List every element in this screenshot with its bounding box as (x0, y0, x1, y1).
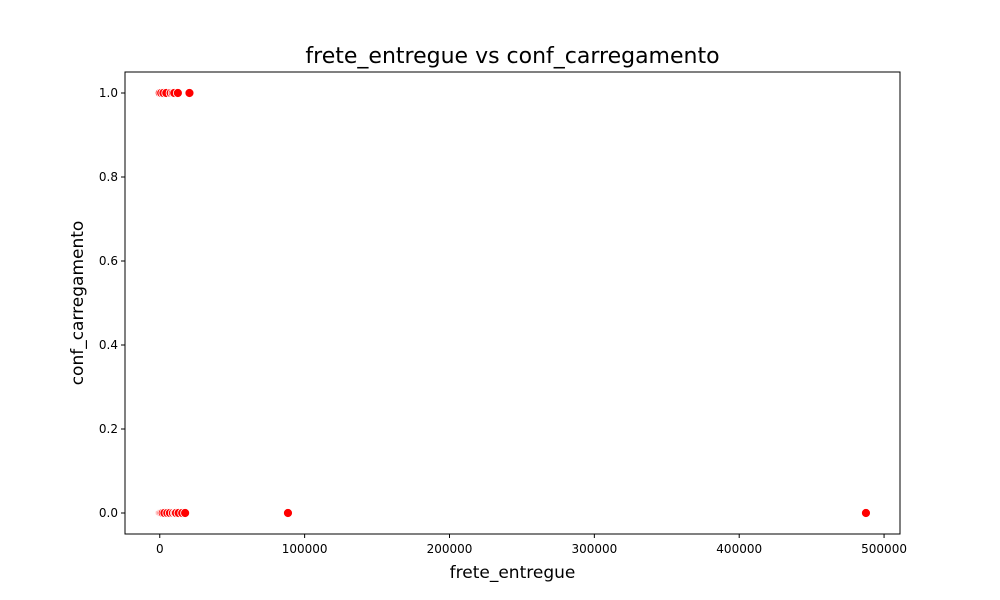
x-axis-label: frete_entregue (450, 563, 576, 583)
scatter-point (172, 88, 183, 98)
scatter-point (861, 508, 871, 518)
scatter-point (180, 508, 191, 518)
points-layer (154, 88, 871, 518)
y-tick-label: 0.8 (99, 170, 118, 184)
scatter-point (184, 88, 195, 98)
x-tick-label: 0 (156, 542, 164, 556)
scatter-point (283, 508, 293, 518)
x-axis: 0 100000 200000 300000 400000 500000 (156, 534, 907, 556)
y-axis-label: conf_carregamento (68, 221, 88, 386)
x-tick-label: 400000 (716, 542, 762, 556)
chart-title: frete_entregue vs conf_carregamento (305, 44, 719, 69)
x-tick-label: 200000 (427, 542, 473, 556)
y-tick-label: 0.6 (99, 254, 118, 268)
x-tick-label: 100000 (282, 542, 328, 556)
x-tick-label: 300000 (571, 542, 617, 556)
y-tick-label: 0.4 (99, 338, 118, 352)
y-tick-label: 1.0 (99, 86, 118, 100)
y-axis: 0.0 0.2 0.4 0.6 0.8 1.0 (99, 86, 125, 520)
x-tick-label: 500000 (861, 542, 907, 556)
plot-frame (124, 71, 901, 535)
y-tick-label: 0.2 (99, 422, 118, 436)
y-tick-label: 0.0 (99, 506, 118, 520)
